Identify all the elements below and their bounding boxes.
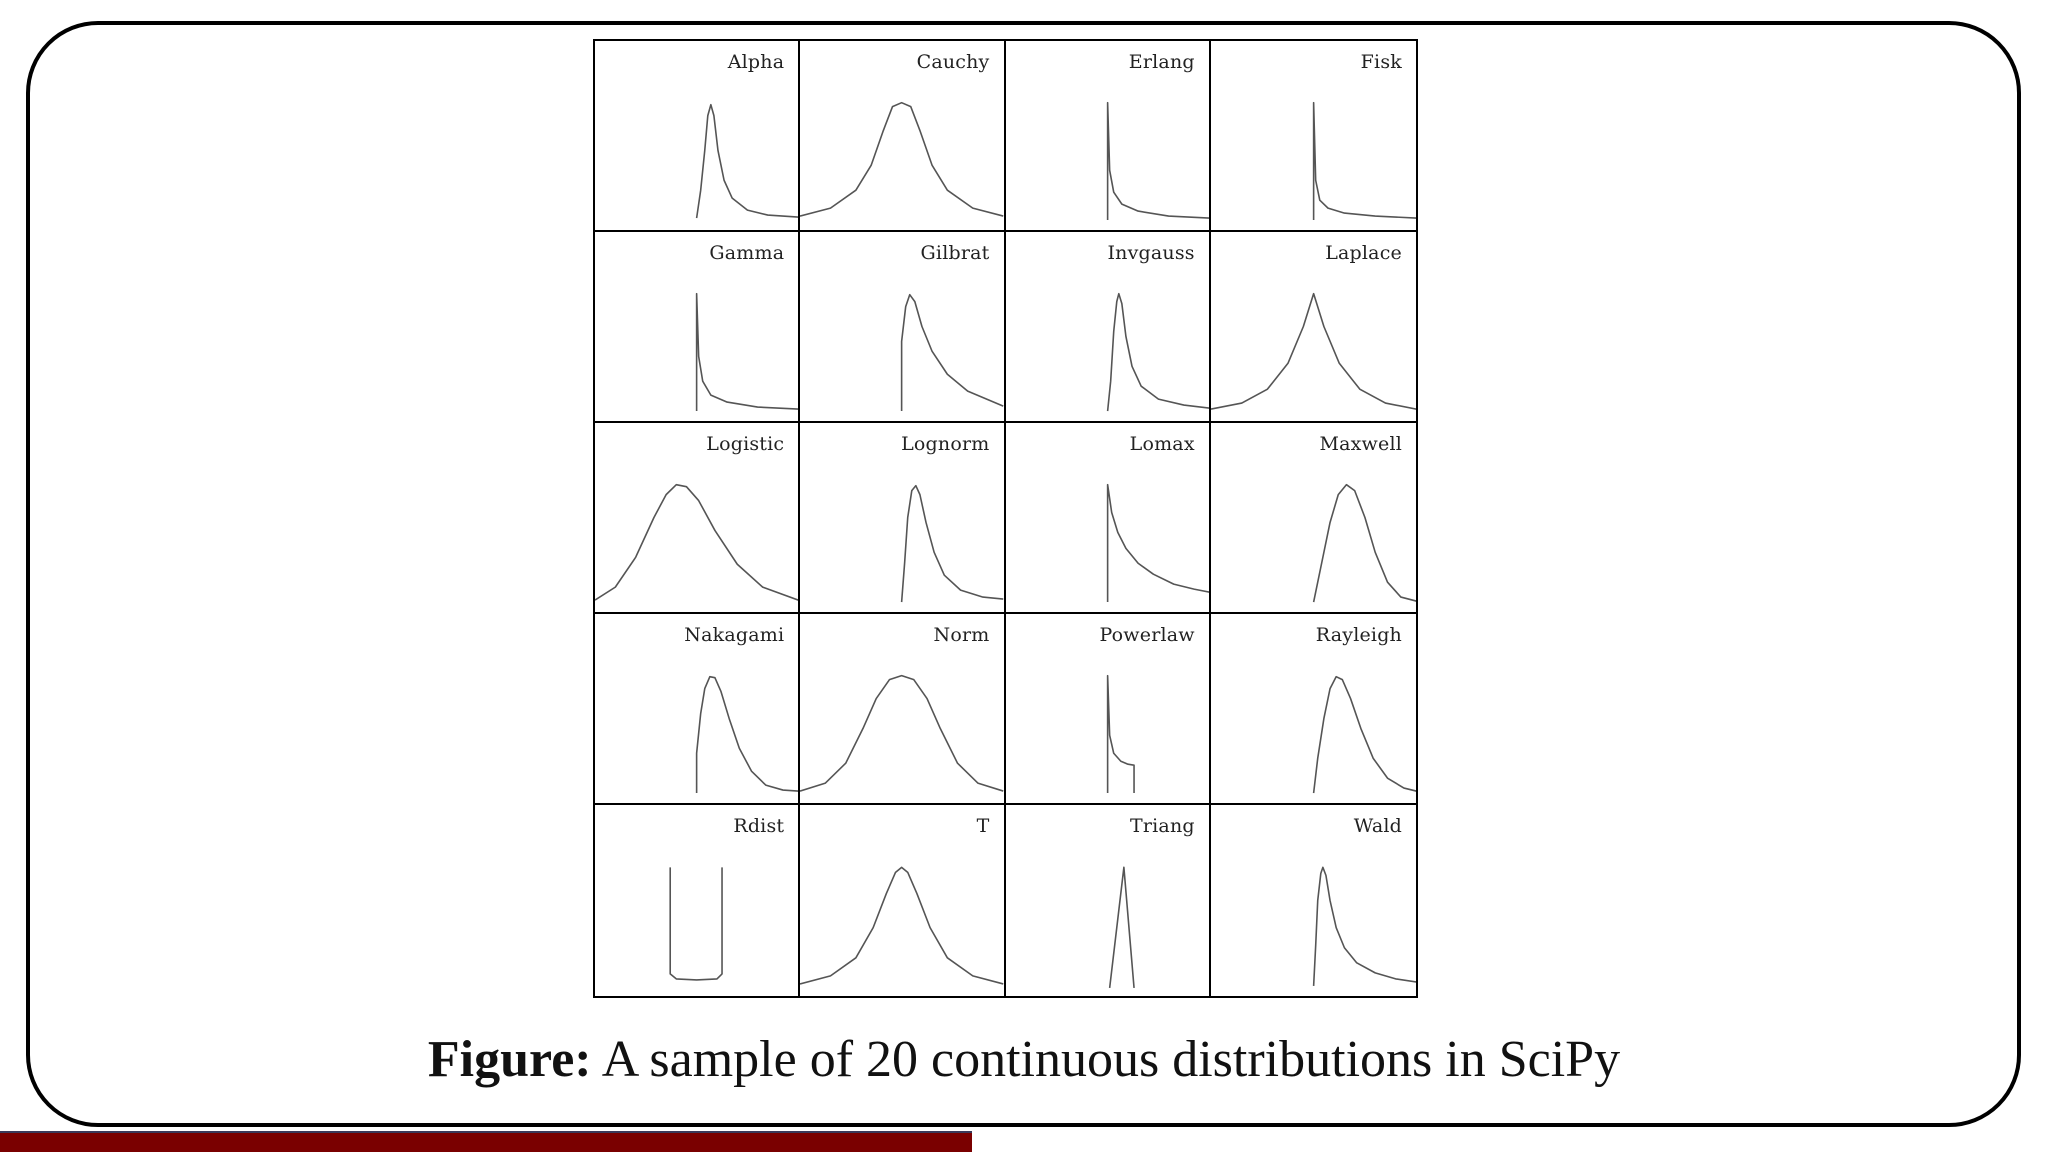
panel-rayleigh: Rayleigh: [1210, 614, 1416, 805]
panel-fisk: Fisk: [1210, 41, 1416, 232]
panel-invgauss: Invgauss: [1005, 232, 1211, 423]
panel-title: Nakagami: [684, 624, 785, 646]
panel-wald: Wald: [1211, 805, 1416, 996]
panel-title: Cauchy: [916, 51, 990, 73]
panel-nakagami: Nakagami: [595, 614, 801, 805]
panel-title: Invgauss: [1107, 242, 1195, 264]
panel-rdist: Rdist: [595, 805, 801, 996]
panel-title: Erlang: [1128, 51, 1195, 73]
caption-label: Figure:: [427, 1031, 592, 1088]
caption-text: A sample of 20 continuous distributions …: [591, 1031, 1621, 1088]
panel-title: Lognorm: [901, 433, 990, 455]
panel-erlang: Erlang: [1005, 41, 1211, 232]
panel-laplace: Laplace: [1210, 232, 1416, 423]
panel-lomax: Lomax: [1005, 423, 1211, 614]
panel-gilbrat: Gilbrat: [800, 232, 1006, 423]
erlang-curve: [1006, 41, 1209, 230]
panel-title: Lomax: [1129, 433, 1195, 455]
panel-title: Gilbrat: [920, 242, 990, 264]
panel-title: Triang: [1129, 815, 1195, 837]
panel-title: Fisk: [1360, 51, 1402, 73]
fisk-curve: [1211, 41, 1416, 230]
laplace-curve: [1211, 232, 1416, 421]
panel-gamma: Gamma: [595, 232, 801, 423]
panel-t: T: [800, 805, 1006, 996]
panel-powerlaw: Powerlaw: [1005, 614, 1211, 805]
cauchy-curve: [800, 41, 1003, 230]
panel-triang: Triang: [1006, 805, 1211, 996]
panel-title: Wald: [1353, 815, 1402, 837]
t-curve: [800, 805, 1003, 996]
slide-frame: [26, 21, 2021, 1127]
gilbrat-curve: [800, 232, 1003, 421]
panel-lognorm: Lognorm: [800, 423, 1006, 614]
panel-title: T: [976, 815, 990, 837]
distribution-figure: Alpha Cauchy Erlang Fisk Gamma Gilbrat: [593, 39, 1418, 998]
rayleigh-curve: [1211, 614, 1416, 803]
norm-curve: [800, 614, 1003, 803]
panel-alpha: Alpha: [595, 41, 801, 232]
panel-logistic: Logistic: [595, 423, 801, 614]
panel-maxwell: Maxwell: [1210, 423, 1416, 614]
panel-title: Logistic: [706, 433, 785, 455]
gamma-curve: [595, 232, 798, 421]
panel-title: Alpha: [727, 51, 785, 73]
nakagami-curve: [595, 614, 798, 803]
wald-curve: [1211, 805, 1416, 996]
panel-title: Gamma: [709, 242, 785, 264]
panel-title: Powerlaw: [1099, 624, 1195, 646]
panel-title: Rayleigh: [1315, 624, 1402, 646]
powerlaw-curve: [1006, 614, 1209, 803]
figure-caption: Figure: A sample of 20 continuous distri…: [0, 1030, 2048, 1089]
panel-cauchy: Cauchy: [800, 41, 1006, 232]
panel-title: Laplace: [1325, 242, 1402, 264]
maxwell-curve: [1211, 423, 1416, 612]
panel-title: Norm: [933, 624, 990, 646]
triang-curve: [1006, 805, 1209, 996]
panel-title: Rdist: [733, 815, 785, 837]
lomax-curve: [1006, 423, 1209, 612]
progress-bar: [0, 1131, 972, 1152]
panel-norm: Norm: [800, 614, 1006, 805]
rdist-curve: [595, 805, 798, 996]
panel-title: Maxwell: [1319, 433, 1402, 455]
alpha-curve: [595, 41, 798, 230]
lognorm-curve: [800, 423, 1003, 612]
logistic-curve: [595, 423, 798, 612]
invgauss-curve: [1006, 232, 1209, 421]
